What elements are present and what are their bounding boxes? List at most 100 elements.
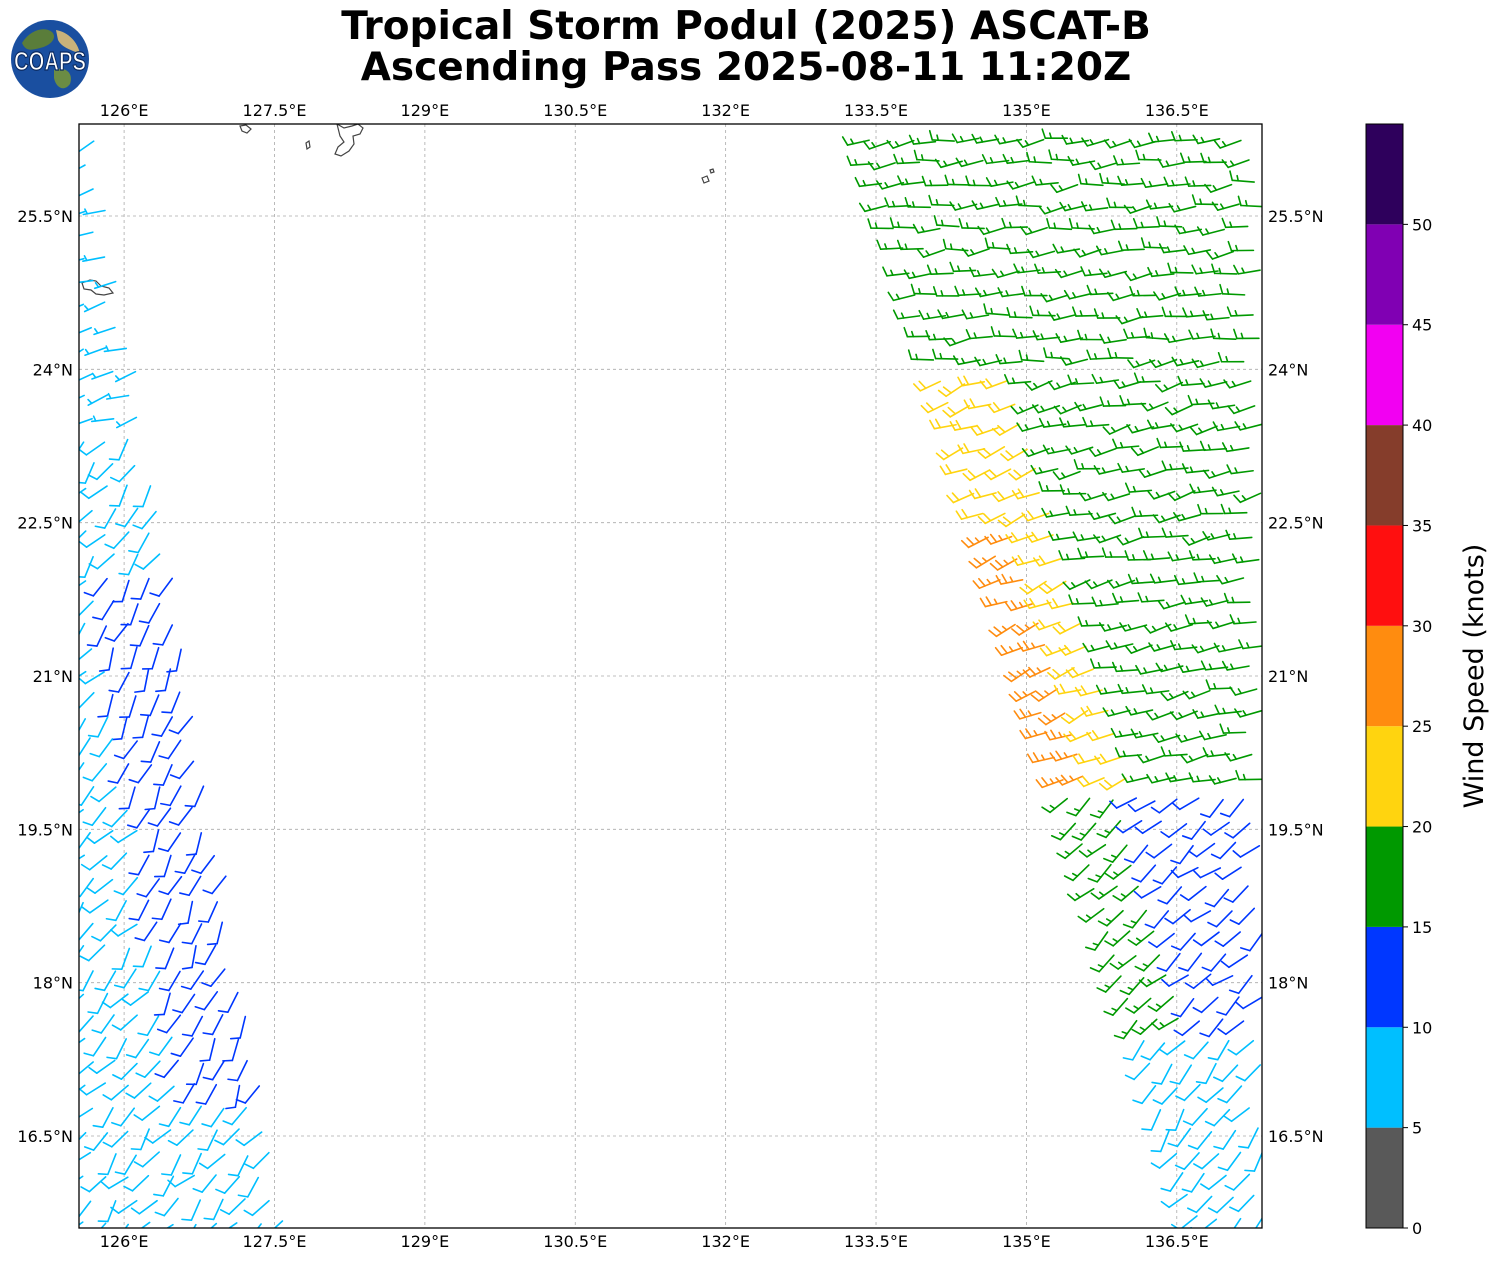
wind-barb	[1174, 1152, 1200, 1171]
wind-barb	[1052, 470, 1081, 481]
wind-barb	[79, 509, 93, 523]
wind-barb	[1164, 622, 1194, 632]
wind-barb	[1059, 484, 1087, 495]
lon-tick-label: 127.5°E	[243, 1232, 307, 1251]
wind-barb	[1184, 614, 1212, 625]
wind-barb	[1093, 308, 1121, 319]
wind-barb	[1086, 730, 1115, 742]
wind-barb	[977, 225, 1006, 236]
lat-tick-label: 25.5°N	[17, 207, 73, 226]
wind-barb	[191, 854, 216, 875]
wind-barb	[1165, 772, 1193, 783]
wind-barb	[1157, 157, 1186, 168]
wind-barb	[113, 740, 138, 760]
wind-barb	[201, 968, 226, 988]
wind-barb	[1147, 995, 1174, 1012]
wind-barb	[1052, 243, 1081, 254]
wind-barb	[173, 1083, 196, 1104]
wind-barb	[110, 829, 138, 844]
wind-barb	[1137, 592, 1165, 603]
wind-barb	[983, 303, 1010, 316]
island-shape	[701, 175, 710, 184]
wind-barb	[79, 279, 94, 284]
wind-barb	[82, 763, 108, 782]
wind-barb	[169, 760, 195, 780]
wind-barb	[1077, 329, 1104, 341]
wind-barb	[979, 378, 1008, 390]
wind-barb	[1038, 205, 1067, 215]
wind-barb	[1039, 645, 1068, 657]
wind-barb	[214, 1128, 240, 1146]
wind-barb	[1089, 658, 1117, 669]
wind-barb	[153, 1175, 175, 1197]
wind-barb	[134, 921, 158, 942]
wind-barb	[79, 580, 87, 587]
colorbar-bin	[1366, 224, 1403, 325]
wind-barb	[1125, 997, 1152, 1014]
wind-barb	[1133, 886, 1162, 899]
wind-barb	[1124, 644, 1153, 654]
wind-barb	[174, 853, 197, 875]
wind-barb	[1220, 503, 1248, 515]
wind-barb	[1202, 821, 1230, 836]
wind-barb	[1214, 931, 1241, 947]
wind-barb	[1025, 531, 1054, 543]
wind-barb	[1129, 285, 1156, 297]
wind-barb	[1077, 547, 1105, 559]
coaps-logo: COAPS	[11, 20, 89, 98]
wind-barb	[1058, 550, 1086, 561]
wind-barb	[79, 417, 93, 425]
wind-barb	[79, 326, 92, 334]
wind-barb	[1004, 374, 1032, 385]
wind-barb	[1167, 262, 1194, 274]
wind-barb	[203, 1198, 224, 1221]
wind-barb	[106, 1038, 128, 1060]
wind-barb	[256, 1223, 262, 1228]
wind-barb	[1169, 1064, 1193, 1085]
wind-barb	[80, 855, 108, 871]
wind-barb	[1168, 202, 1197, 213]
wind-barb	[79, 944, 106, 962]
wind-barb	[120, 603, 139, 626]
wind-barb	[1019, 728, 1048, 740]
wind-barb	[1205, 250, 1235, 260]
wind-barb	[1060, 356, 1089, 366]
wind-barb	[1193, 572, 1221, 583]
wind-barb	[1161, 527, 1189, 538]
wind-barb	[219, 1198, 246, 1216]
wind-barb	[179, 1105, 202, 1126]
wind-barb	[132, 715, 150, 739]
wind-barb	[79, 348, 84, 353]
lat-tick-label: 16.5°N	[1268, 1127, 1324, 1146]
wind-barb	[139, 694, 160, 717]
wind-barb	[1099, 396, 1127, 407]
wind-barb	[152, 624, 174, 646]
wind-barb	[1144, 910, 1170, 929]
wind-barb	[1117, 175, 1145, 186]
wind-barb	[1113, 1019, 1138, 1040]
wind-barb	[104, 531, 130, 550]
wind-barb	[1200, 597, 1229, 607]
wind-barb	[991, 268, 1020, 279]
wind-barb	[79, 1015, 94, 1034]
page-title: Tropical Storm Podul (2025) ASCAT-B Asce…	[78, 6, 1414, 88]
wind-barb	[1150, 1130, 1170, 1153]
wind-barb	[112, 1062, 138, 1080]
wind-barb	[1196, 226, 1225, 236]
wind-barb	[104, 622, 129, 642]
colorbar-tick-label: 5	[1412, 1119, 1422, 1138]
wind-barb	[1188, 842, 1216, 858]
wind-barb	[167, 1129, 194, 1146]
wind-barb	[1227, 405, 1256, 415]
wind-barb	[1026, 752, 1055, 764]
wind-barb	[79, 1082, 107, 1096]
wind-barb	[854, 176, 883, 188]
wind-barb	[965, 329, 993, 340]
wind-barb	[172, 993, 196, 1014]
wind-barb	[202, 1060, 225, 1081]
wind-barb	[133, 1105, 161, 1121]
wind-barb	[1050, 183, 1079, 194]
wind-barb	[932, 286, 960, 297]
wind-barb	[1134, 820, 1162, 835]
wind-barb	[79, 188, 94, 197]
